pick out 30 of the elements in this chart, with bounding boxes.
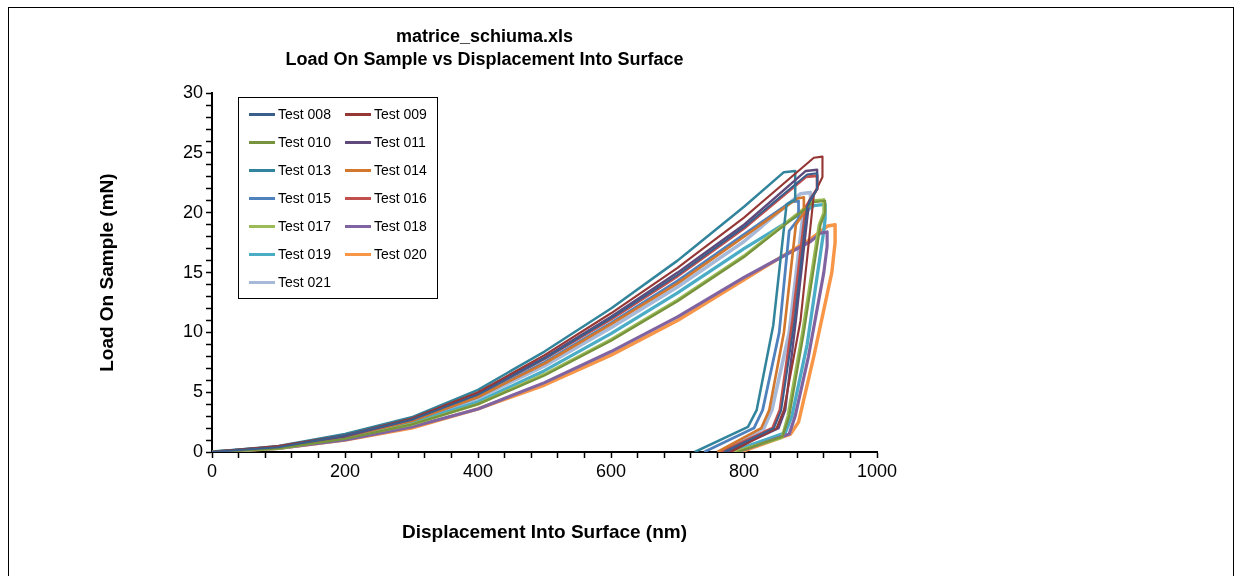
- y-tick-label: 15: [182, 261, 203, 282]
- chart-title: matrice_schiuma.xls: [395, 25, 574, 46]
- x-tick-label: 0: [206, 460, 218, 481]
- legend-label: Test 009: [373, 106, 427, 122]
- x-tick-label: 400: [462, 460, 494, 481]
- x-tick-label: 1000: [856, 460, 898, 481]
- x-tick-label: 200: [329, 460, 361, 481]
- legend-label: Test 020: [373, 246, 427, 262]
- legend-label: Test 008: [278, 106, 331, 122]
- legend-label: Test 013: [278, 162, 331, 178]
- legend-label: Test 016: [373, 190, 427, 206]
- legend-label: Test 011: [373, 134, 426, 150]
- x-tick-label: 600: [595, 460, 627, 481]
- legend-label: Test 021: [278, 274, 331, 290]
- y-tick-label: 5: [192, 381, 203, 402]
- y-tick-label: 0: [192, 440, 203, 461]
- legend-label: Test 018: [373, 218, 427, 234]
- y-tick-label: 20: [182, 201, 203, 222]
- x-tick-label: 800: [728, 460, 760, 481]
- y-tick-label: 30: [182, 82, 203, 103]
- legend-label: Test 014: [373, 162, 427, 178]
- x-axis-title: Displacement Into Surface (nm): [401, 520, 688, 542]
- legend-label: Test 017: [278, 218, 331, 234]
- chart-subtitle: Load On Sample vs Displacement Into Surface: [285, 49, 684, 70]
- legend-label: Test 015: [278, 190, 331, 206]
- y-tick-label: 25: [182, 141, 203, 162]
- legend-label: Test 010: [278, 134, 331, 150]
- legend-label: Test 019: [278, 246, 331, 262]
- y-tick-label: 10: [182, 321, 203, 342]
- y-axis-title: Load On Sample (mN): [95, 173, 117, 372]
